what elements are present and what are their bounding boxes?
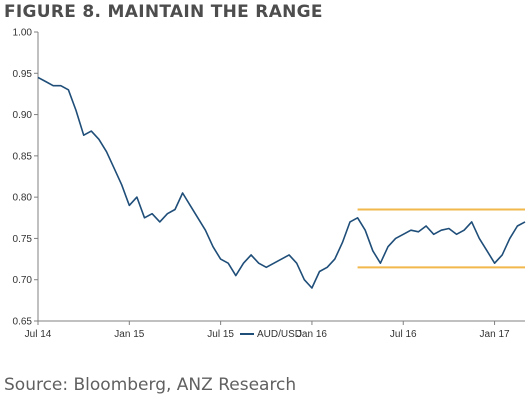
legend-label: AUD/USD	[257, 329, 302, 340]
x-tick-label: Jan 17	[480, 329, 510, 340]
y-tick-label: 1.00	[13, 28, 33, 39]
x-axis: Jul 14 Jan 15 Jul 15 Jan 16 Jul 16 Jan 17	[25, 320, 525, 340]
y-tick-label: 0.85	[13, 151, 33, 162]
series-line-audusd	[37, 76, 526, 289]
y-tick-label: 0.75	[13, 234, 33, 245]
chart-title: FIGURE 8. MAINTAIN THE RANGE	[4, 2, 323, 22]
x-tick-label: Jan 15	[114, 329, 144, 340]
x-tick-label: Jul 15	[207, 329, 234, 340]
legend: AUD/USD	[240, 329, 302, 340]
series-layer	[37, 76, 526, 289]
x-tick-label: Jan 16	[297, 329, 327, 340]
x-tick-label: Jul 14	[25, 329, 52, 340]
chart: 1.000.950.900.850.800.750.700.65 Jul 14 J…	[13, 28, 526, 340]
y-axis: 1.00 0.95 0.90 0.85 0.80 0.75 0.70 0.65	[13, 28, 39, 328]
y-tick-label: 0.80	[13, 193, 33, 204]
y-tick-label: 0.90	[13, 110, 33, 121]
y-tick-label: 0.95	[13, 69, 33, 80]
x-tick-label: Jul 16	[390, 329, 417, 340]
y-tick-label: 0.65	[13, 317, 33, 328]
source-note: Source: Bloomberg, ANZ Research	[4, 375, 297, 395]
range-band	[357, 208, 525, 269]
y-tick-label: 0.70	[13, 275, 33, 286]
